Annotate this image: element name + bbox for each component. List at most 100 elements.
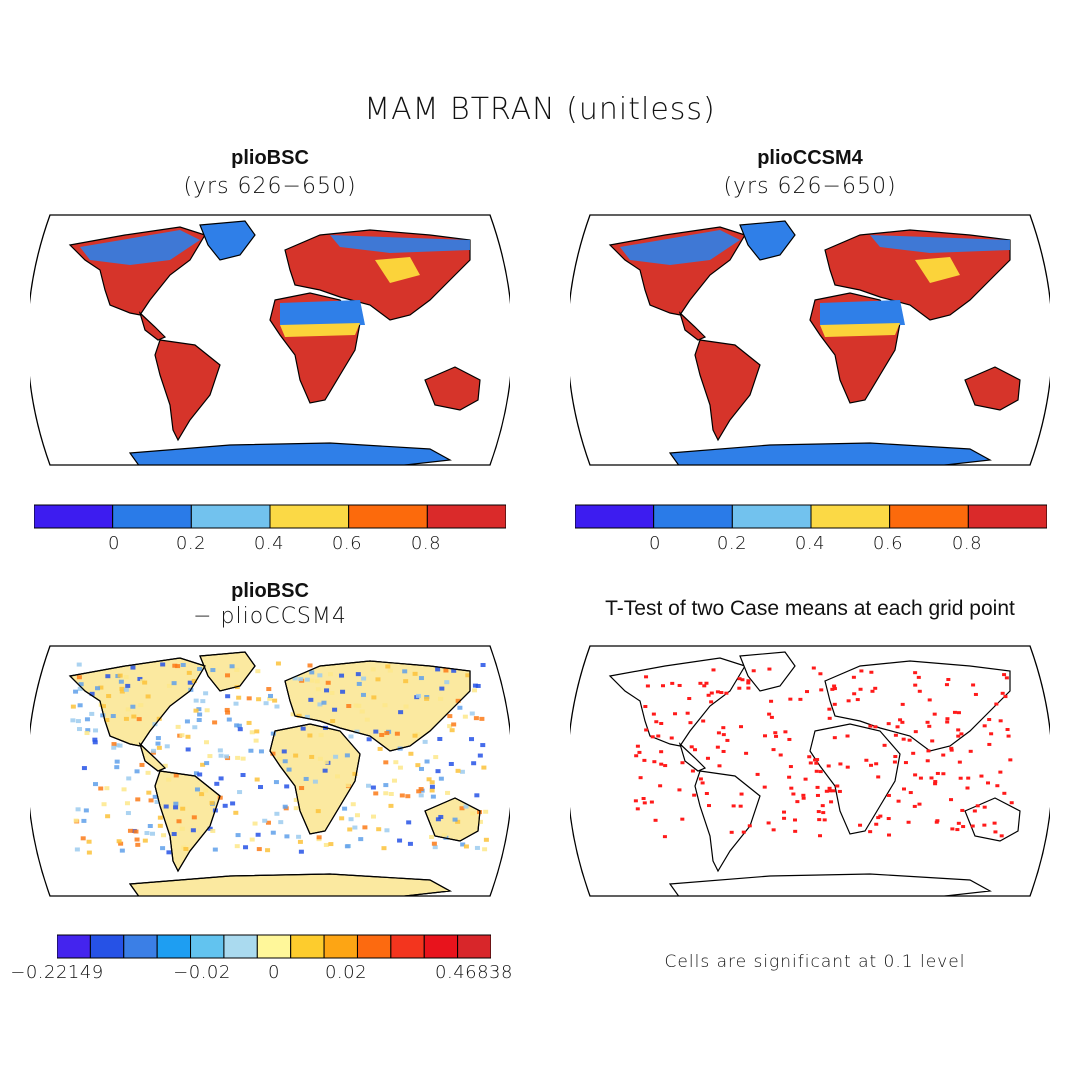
- significant-cell: [907, 738, 912, 742]
- diff-cell: [152, 794, 158, 799]
- diff-cell: [175, 664, 181, 669]
- significant-cell: [949, 746, 954, 750]
- diff-cell: [180, 662, 186, 667]
- diff-cell: [274, 811, 280, 816]
- diff-cell: [253, 738, 259, 743]
- significant-cell: [820, 804, 825, 808]
- desert-region: [280, 300, 365, 325]
- diff-cell: [75, 719, 81, 724]
- diff-cell: [161, 833, 167, 838]
- cb2-tick: 0.8: [951, 533, 983, 554]
- diff-cell: [415, 732, 421, 737]
- diff-cell: [354, 729, 360, 734]
- diff-cell: [332, 707, 338, 712]
- diff-cell: [204, 761, 210, 766]
- diff-cell: [328, 672, 334, 677]
- diff-cell: [452, 817, 458, 822]
- diff-cell: [191, 815, 197, 820]
- significant-cell: [815, 758, 820, 762]
- significant-cell: [927, 724, 932, 728]
- diff-cell: [480, 663, 486, 668]
- cb2-tick: 0.6: [872, 533, 904, 554]
- significant-cell: [782, 810, 787, 814]
- diff-cell: [316, 835, 322, 840]
- diff-cell: [298, 849, 304, 854]
- diff-cell: [148, 798, 154, 803]
- diff-cell: [123, 687, 129, 692]
- significant-cell: [788, 765, 793, 769]
- diff-cell: [156, 745, 162, 750]
- diff-cell: [470, 811, 476, 816]
- diff-cell: [370, 785, 376, 790]
- significant-cell: [737, 686, 742, 690]
- diff-cell: [207, 754, 213, 759]
- significant-cell: [886, 722, 891, 726]
- significant-cell: [916, 675, 921, 679]
- significant-cell: [787, 737, 792, 741]
- significant-cell: [913, 773, 918, 777]
- significant-cell: [693, 748, 698, 752]
- colorbar-swatch: [156, 934, 192, 959]
- diff-cell: [465, 673, 471, 678]
- significant-cell: [702, 684, 707, 688]
- significant-cell: [739, 725, 744, 729]
- diff-cell: [117, 743, 123, 748]
- significant-cell: [956, 734, 961, 738]
- diff-cell: [300, 726, 306, 731]
- significant-cell: [822, 818, 827, 822]
- significant-cell: [729, 830, 734, 834]
- diff-cell: [73, 818, 79, 823]
- diff-cell: [412, 671, 418, 676]
- significant-cell: [705, 756, 710, 760]
- diff-cell: [353, 703, 359, 708]
- diff-cell: [203, 788, 209, 793]
- significant-cell: [685, 711, 690, 715]
- diff-cell: [435, 667, 441, 672]
- continent-africa: [269, 723, 361, 835]
- diff-cell: [212, 720, 218, 725]
- significant-cell: [689, 745, 694, 749]
- diff-cell: [403, 704, 409, 709]
- colorbar-swatch: [653, 504, 733, 529]
- significant-cell: [662, 835, 667, 839]
- diff-cell: [225, 710, 231, 715]
- significant-cell: [811, 666, 816, 670]
- significant-cell: [893, 755, 898, 759]
- boreal-band-eu: [870, 235, 1010, 253]
- diff-cell: [263, 701, 269, 706]
- diff-cell: [218, 776, 224, 781]
- diff-cell: [429, 788, 435, 793]
- significant-cell: [677, 788, 682, 792]
- diff-cell: [258, 749, 264, 754]
- significant-cell: [868, 724, 873, 728]
- diff-cell: [240, 773, 246, 778]
- diff-cell: [483, 837, 489, 842]
- diff-cell: [164, 744, 170, 749]
- diff-cell: [405, 794, 411, 799]
- colorbar-swatch: [390, 934, 425, 959]
- cb3-tick: 0.46838: [435, 962, 513, 983]
- diff-cell: [459, 769, 465, 774]
- significant-cell: [900, 720, 905, 724]
- diff-cell: [86, 850, 92, 855]
- significant-cell: [747, 824, 752, 828]
- significant-cell: [634, 754, 639, 758]
- diff-cell: [284, 834, 290, 839]
- diff-cell: [130, 665, 136, 670]
- significant-cell: [957, 760, 962, 764]
- diff-cell: [139, 762, 145, 767]
- diff-cell: [480, 743, 486, 748]
- diff-cell: [104, 786, 110, 791]
- colorbar-swatch: [57, 934, 91, 959]
- significant-cell: [830, 687, 835, 691]
- diff-cell: [322, 768, 328, 773]
- diff-cell: [323, 842, 329, 847]
- diff-cell: [482, 847, 488, 852]
- diff-cell: [318, 733, 324, 738]
- diff-cell: [297, 839, 303, 844]
- significant-cell: [769, 699, 774, 703]
- diff-cell: [233, 810, 239, 815]
- diff-cell: [350, 802, 356, 807]
- diff-cell: [299, 786, 305, 791]
- significant-cell: [995, 784, 1000, 788]
